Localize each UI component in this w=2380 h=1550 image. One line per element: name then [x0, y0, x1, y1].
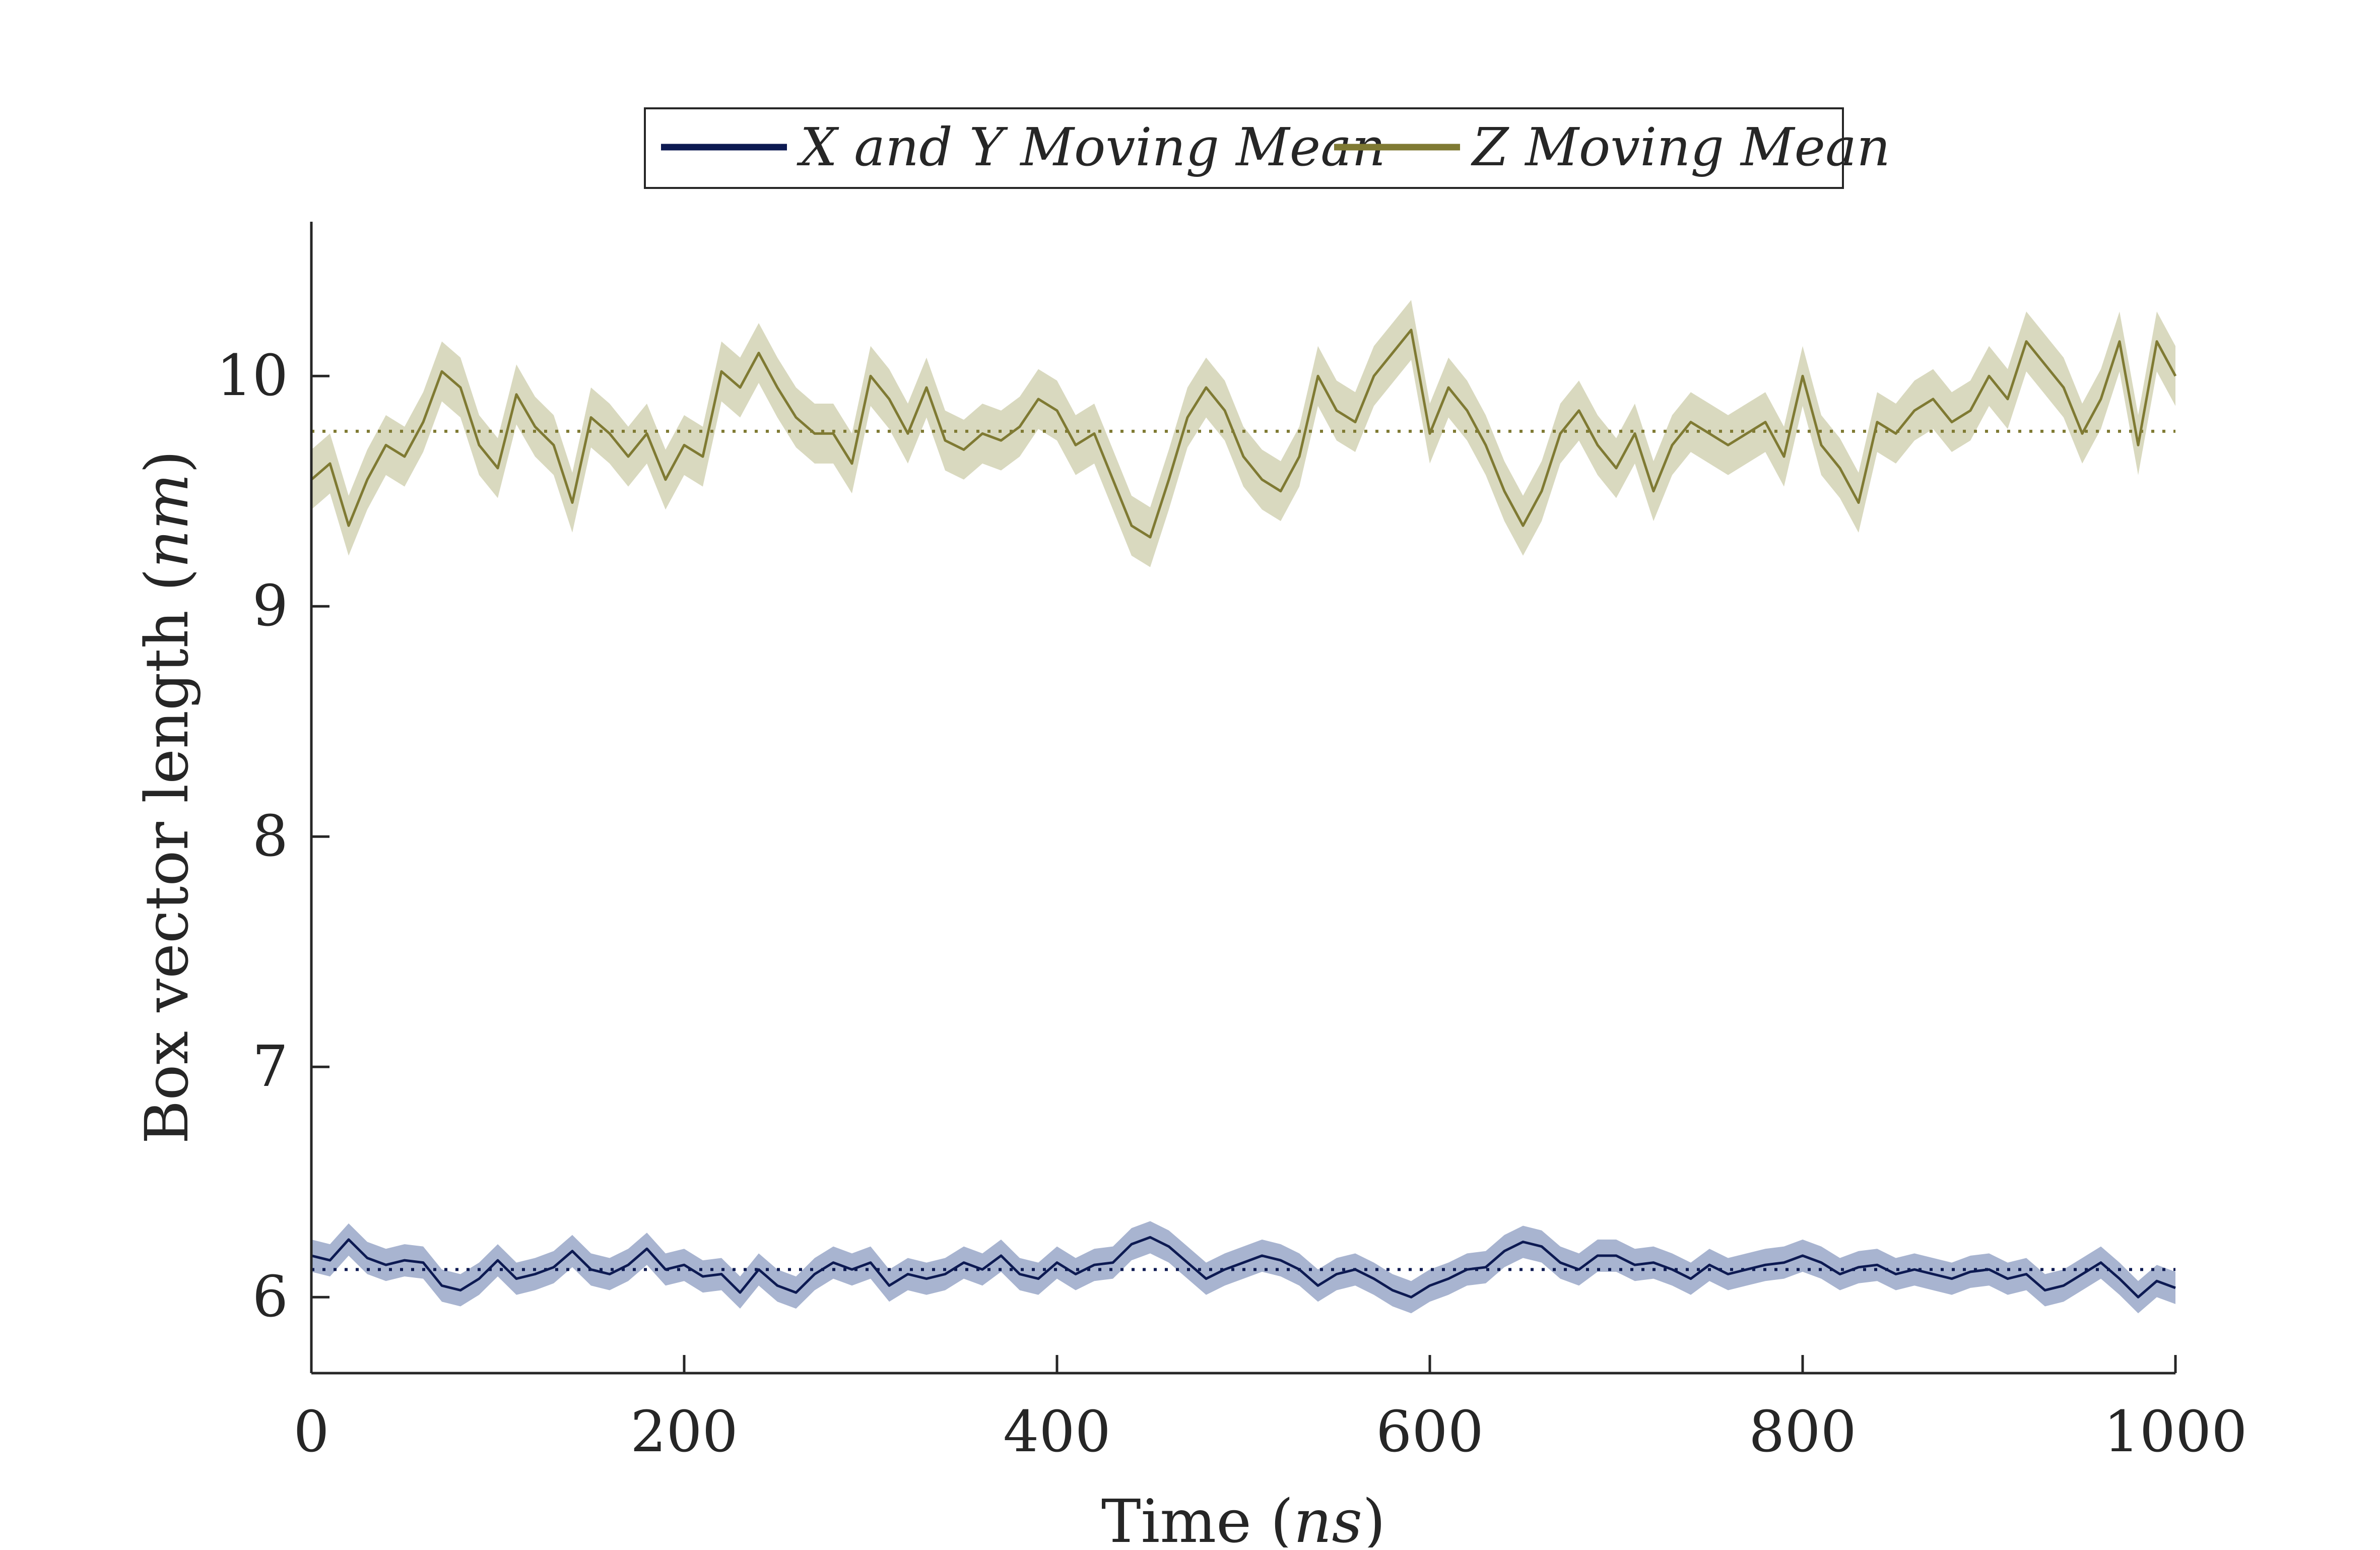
series-layer [310, 300, 2177, 1314]
series-band-xy [311, 1221, 2175, 1314]
series-line-z [310, 329, 2177, 539]
x-tick-label: 0 [293, 1399, 329, 1465]
x-axis-label-close: ) [1362, 1487, 1385, 1547]
y-tick-label: 6 [252, 1264, 288, 1330]
x-tick-label: 600 [1376, 1399, 1484, 1465]
legend: X and Y Moving Mean Z Moving Mean [644, 107, 1890, 189]
y-tick-label: 8 [252, 804, 288, 869]
y-axis-label-text: Box vector length ( [132, 568, 202, 1144]
legend-label-z: Z Moving Mean [1471, 116, 1890, 178]
y-axis-label-unit: nm [132, 474, 202, 568]
x-axis-label-unit: ns [1294, 1487, 1363, 1547]
y-axis-label: Box vector length (nm) [132, 450, 202, 1144]
y-tick-label: 7 [252, 1034, 288, 1100]
x-axis-label: Time (ns) [1101, 1487, 1385, 1547]
series-band-z [311, 300, 2175, 567]
x-tick-label: 200 [630, 1399, 738, 1465]
y-tick-label: 9 [252, 573, 288, 639]
x-tick-label: 400 [1003, 1399, 1111, 1465]
series-line-xy [311, 1236, 2176, 1299]
y-tick-label: 10 [216, 343, 288, 409]
tick-layer: 0 200 400 600 800 1000 6 7 8 9 10 [216, 343, 2247, 1465]
legend-label-xy: X and Y Moving Mean [797, 116, 1385, 178]
legend-box [644, 107, 1844, 189]
y-axis-label-close: ) [132, 450, 202, 474]
x-tick-label: 1000 [2103, 1399, 2247, 1465]
x-tick-label: 800 [1749, 1399, 1857, 1465]
x-axis-label-text: Time ( [1101, 1487, 1294, 1547]
